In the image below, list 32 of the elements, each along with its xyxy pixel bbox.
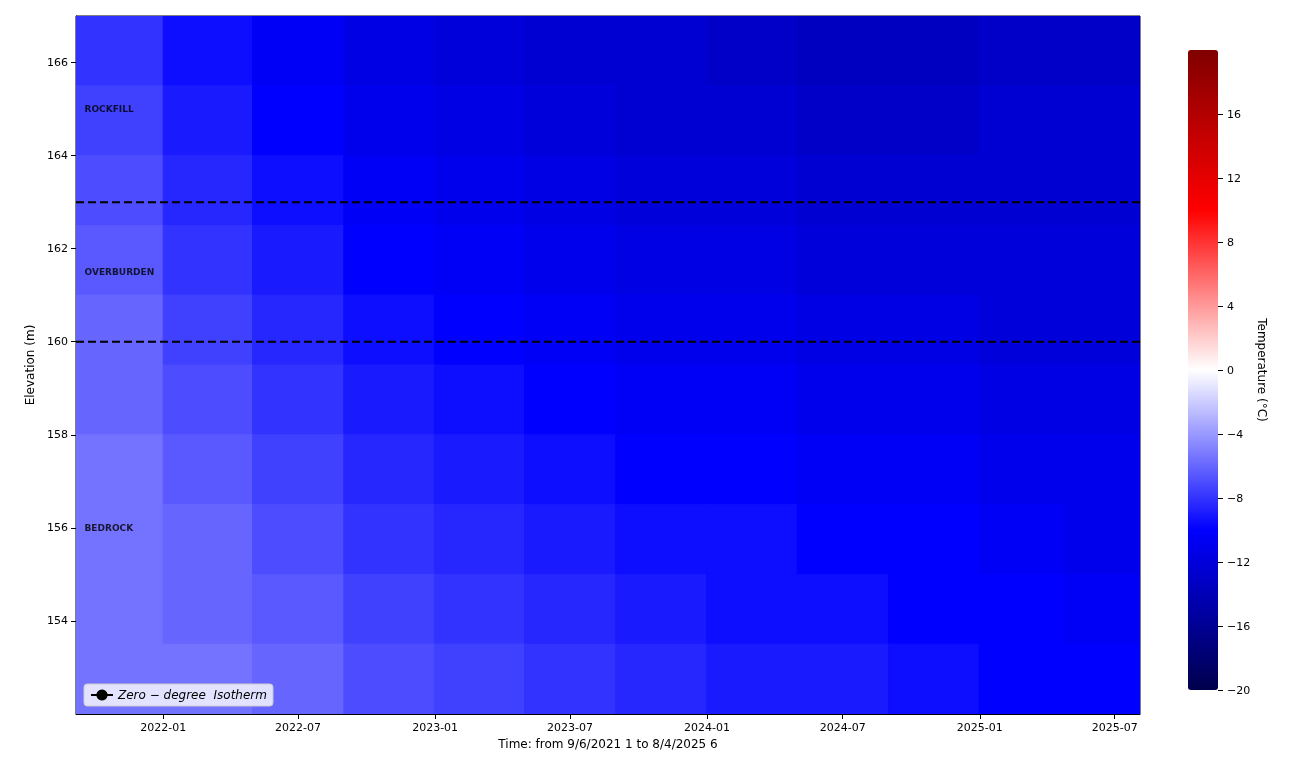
y-axis-title: Elevation (m) <box>23 324 37 406</box>
y-tick-label: 158 <box>47 428 68 442</box>
color-bar-label: 12 <box>1227 171 1241 185</box>
y-tick-label: 156 <box>47 521 68 535</box>
x-tick-label: 2022-01 <box>140 721 187 734</box>
y-tick-label: 160 <box>47 335 68 349</box>
y-tick-label: 154 <box>47 614 68 628</box>
color-bar-label: 4 <box>1227 299 1234 313</box>
y-tick-label: 166 <box>47 56 68 70</box>
x-tick-label: 2023-07 <box>547 721 593 734</box>
x-tick-label: 2025-07 <box>1091 721 1138 734</box>
annotation: BEDROCK <box>84 522 135 533</box>
y-tick-label: 162 <box>47 242 68 256</box>
x-tick-label: 2022-07 <box>275 721 322 734</box>
x-tick-label: 2025-01 <box>956 721 1003 734</box>
color-bar-label: 0 <box>1227 363 1234 377</box>
y-tick-label: 164 <box>47 149 68 163</box>
annotation: ROCKFILL <box>84 104 134 115</box>
color-bar-label: −16 <box>1227 619 1251 633</box>
color-bar-label: −8 <box>1227 491 1244 505</box>
color-bar-label: −4 <box>1227 427 1244 441</box>
color-bar-label: −12 <box>1227 555 1251 569</box>
color-bar-title: Temperature (°C) <box>1255 317 1269 422</box>
x-axis-title: Time: from 9/6/2021 1 to 8/4/2025 6 <box>497 737 718 751</box>
x-tick-label: 2024-07 <box>819 721 866 734</box>
x-tick-label: 2024-01 <box>684 721 731 734</box>
color-bar-label: 8 <box>1227 235 1234 249</box>
color-bar-label: 16 <box>1227 107 1241 121</box>
legend-label: Zero − degree Isotherm <box>117 688 267 702</box>
annotation: OVERBURDEN <box>84 266 155 277</box>
color-bar-label: −20 <box>1227 683 1251 697</box>
x-tick-label: 2023-01 <box>412 721 459 734</box>
